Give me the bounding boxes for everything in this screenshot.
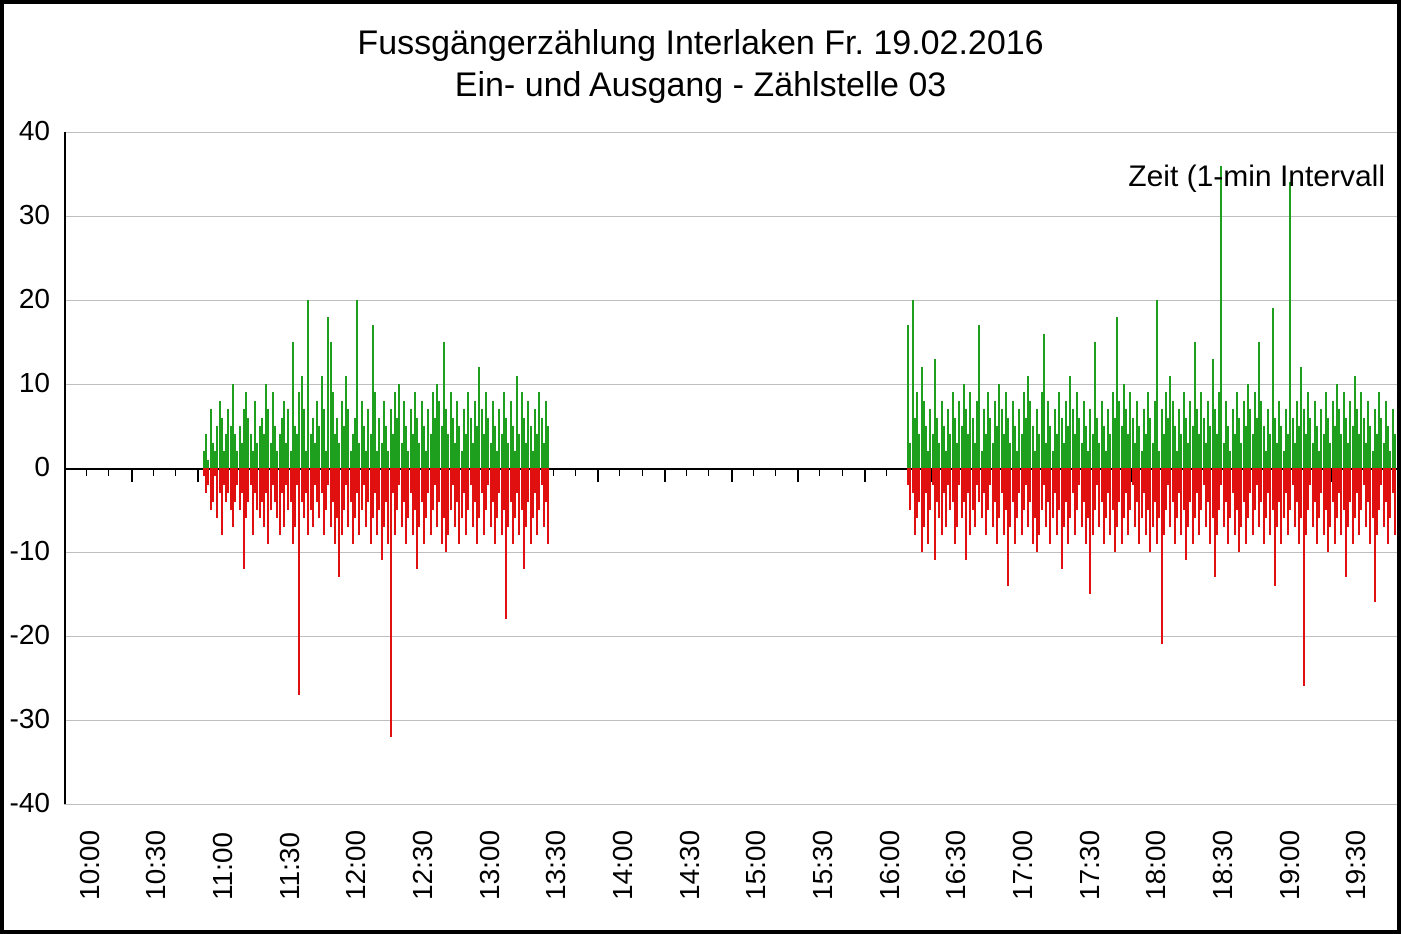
- bar-ausgang: [547, 468, 549, 544]
- x-tick-major: [731, 468, 733, 482]
- gridline-y: [64, 384, 1397, 385]
- bar-eingang: [978, 325, 980, 468]
- x-tick-label: 13:30: [540, 830, 572, 900]
- x-tick-minor: [819, 468, 820, 476]
- bar-ausgang: [1394, 468, 1396, 535]
- x-tick-major: [864, 468, 866, 482]
- x-tick-label: 10:30: [140, 830, 172, 900]
- x-tick-major: [1397, 468, 1399, 482]
- time-interval-annotation: Zeit (1-min Intervall: [1128, 160, 1385, 194]
- y-tick-label: -30: [0, 703, 50, 735]
- x-tick-minor: [86, 468, 87, 476]
- x-tick-minor: [686, 468, 687, 476]
- bar-eingang: [547, 426, 549, 468]
- gridline-y: [64, 132, 1397, 133]
- bar-eingang: [1220, 166, 1222, 468]
- x-tick-minor: [175, 468, 176, 476]
- x-tick-label: 13:00: [474, 830, 506, 900]
- chart-frame: Fussgängerzählung Interlaken Fr. 19.02.2…: [0, 0, 1401, 934]
- x-tick-label: 16:30: [940, 830, 972, 900]
- x-tick-label: 14:30: [674, 830, 706, 900]
- x-tick-minor: [842, 468, 843, 476]
- gridline-y: [64, 216, 1397, 217]
- x-tick-minor: [108, 468, 109, 476]
- x-tick-label: 12:30: [407, 830, 439, 900]
- x-tick-major: [197, 468, 199, 482]
- x-tick-minor: [708, 468, 709, 476]
- x-tick-minor: [775, 468, 776, 476]
- y-tick-label: 10: [0, 367, 50, 399]
- y-axis-line: [64, 132, 66, 804]
- x-tick-label: 15:00: [740, 830, 772, 900]
- x-tick-minor: [886, 468, 887, 476]
- x-tick-minor: [153, 468, 154, 476]
- plot-area: [64, 132, 1397, 804]
- x-tick-major: [131, 468, 133, 482]
- y-tick-label: 20: [0, 283, 50, 315]
- chart-title-line2: Ein- und Ausgang - Zählstelle 03: [4, 64, 1397, 107]
- x-tick-label: 18:30: [1207, 830, 1239, 900]
- x-tick-minor: [575, 468, 576, 476]
- x-tick-minor: [553, 468, 554, 476]
- x-tick-label: 12:00: [340, 830, 372, 900]
- x-tick-minor: [753, 468, 754, 476]
- bar-eingang: [1156, 300, 1158, 468]
- x-tick-label: 17:00: [1007, 830, 1039, 900]
- x-tick-label: 10:00: [74, 830, 106, 900]
- x-tick-label: 19:30: [1340, 830, 1372, 900]
- bar-eingang: [1394, 434, 1396, 468]
- y-tick-label: 30: [0, 199, 50, 231]
- x-tick-label: 11:00: [207, 832, 239, 900]
- gridline-y: [64, 720, 1397, 721]
- x-tick-label: 15:30: [807, 830, 839, 900]
- x-tick-major: [797, 468, 799, 482]
- chart-title-line1: Fussgängerzählung Interlaken Fr. 19.02.2…: [4, 22, 1397, 65]
- y-tick-label: 0: [0, 451, 50, 483]
- gridline-y: [64, 636, 1397, 637]
- x-tick-minor: [642, 468, 643, 476]
- x-tick-label: 16:00: [874, 830, 906, 900]
- bar-ausgang: [298, 468, 300, 695]
- x-tick-label: 19:00: [1274, 830, 1306, 900]
- gridline-y: [64, 300, 1397, 301]
- y-tick-label: -20: [0, 619, 50, 651]
- y-tick-label: 40: [0, 115, 50, 147]
- x-tick-major: [597, 468, 599, 482]
- y-tick-label: -40: [0, 787, 50, 819]
- x-tick-label: 17:30: [1074, 830, 1106, 900]
- x-tick-minor: [619, 468, 620, 476]
- x-tick-label: 14:00: [607, 830, 639, 900]
- y-tick-label: -10: [0, 535, 50, 567]
- gridline-y: [64, 552, 1397, 553]
- x-tick-label: 18:00: [1140, 830, 1172, 900]
- bar-ausgang: [390, 468, 392, 737]
- x-tick-label: 11:30: [274, 832, 306, 900]
- gridline-y: [64, 804, 1397, 805]
- x-tick-major: [664, 468, 666, 482]
